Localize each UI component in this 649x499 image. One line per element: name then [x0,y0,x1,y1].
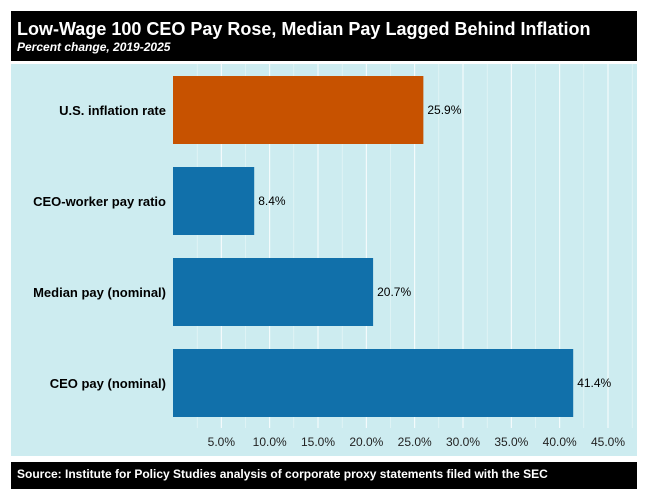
chart-title: Low-Wage 100 CEO Pay Rose, Median Pay La… [17,19,591,39]
x-tick-label: 5.0% [208,435,236,449]
bar [173,167,255,235]
x-tick-label: 25.0% [398,435,432,449]
category-label: Median pay (nominal) [33,285,166,300]
category-label: CEO pay (nominal) [50,376,166,391]
bar-chart: 25.9% U.S. inflation rate 8.4% CEO-worker p… [33,64,633,449]
category-label: CEO-worker pay ratio [33,194,166,209]
source-note: Source: Institute for Policy Studies ana… [17,467,548,481]
chart-panel: 25.9% U.S. inflation rate 8.4% CEO-worker p… [11,64,637,456]
x-tick-label: 45.0% [591,435,625,449]
x-tick-label: 40.0% [543,435,577,449]
data-label: 20.7% [377,285,411,299]
data-label: 25.9% [427,103,461,117]
bar [173,258,374,326]
x-tick-label: 35.0% [494,435,528,449]
x-tick-label: 30.0% [446,435,480,449]
footer-bar: Source: Institute for Policy Studies ana… [11,462,637,489]
title-bar: Low-Wage 100 CEO Pay Rose, Median Pay La… [11,11,637,61]
bar [173,76,424,144]
data-label: 41.4% [577,376,611,390]
category-label: U.S. inflation rate [59,103,166,118]
chart-subtitle: Percent change, 2019-2025 [17,40,171,54]
x-tick-label: 15.0% [301,435,335,449]
data-label: 8.4% [258,194,286,208]
x-tick-label: 10.0% [253,435,287,449]
x-tick-label: 20.0% [349,435,383,449]
bar [173,349,574,417]
